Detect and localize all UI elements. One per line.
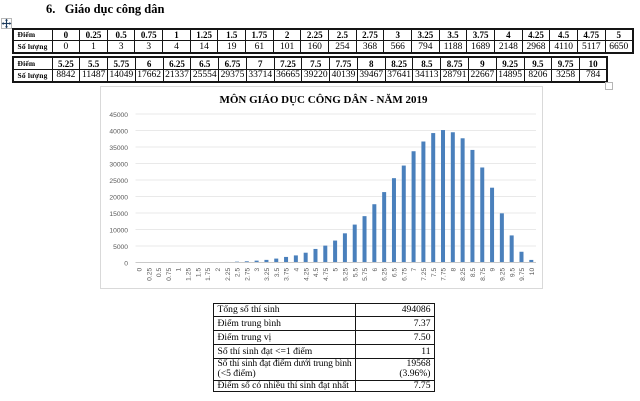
svg-text:0.5: 0.5 (156, 268, 163, 278)
svg-text:15000: 15000 (109, 211, 128, 218)
svg-text:1.75: 1.75 (205, 268, 212, 281)
svg-text:0.25: 0.25 (146, 268, 153, 281)
svg-text:4.75: 4.75 (323, 268, 330, 281)
svg-text:9.25: 9.25 (499, 268, 506, 281)
svg-text:3.75: 3.75 (284, 268, 291, 281)
svg-text:35000: 35000 (109, 145, 128, 152)
svg-text:8.75: 8.75 (480, 268, 487, 281)
svg-text:10000: 10000 (109, 228, 128, 235)
svg-text:2.5: 2.5 (235, 268, 242, 278)
svg-text:6.75: 6.75 (401, 268, 408, 281)
svg-text:9: 9 (490, 268, 497, 272)
svg-text:6.25: 6.25 (382, 268, 389, 281)
svg-text:1: 1 (176, 268, 183, 272)
svg-text:1.25: 1.25 (186, 268, 193, 281)
svg-text:8: 8 (450, 268, 457, 272)
svg-text:7.5: 7.5 (431, 268, 438, 278)
svg-text:7.25: 7.25 (421, 268, 428, 281)
svg-text:40000: 40000 (109, 129, 128, 136)
svg-text:5.5: 5.5 (352, 268, 359, 278)
svg-text:3.25: 3.25 (264, 268, 271, 281)
svg-text:3.5: 3.5 (274, 268, 281, 278)
svg-text:3: 3 (254, 268, 261, 272)
svg-text:5000: 5000 (113, 244, 128, 251)
svg-text:8.5: 8.5 (470, 268, 477, 278)
svg-text:4: 4 (293, 268, 300, 272)
svg-text:2.25: 2.25 (225, 268, 232, 281)
svg-text:2.75: 2.75 (244, 268, 251, 281)
svg-text:2: 2 (215, 268, 222, 272)
svg-text:5.75: 5.75 (362, 268, 369, 281)
svg-text:8.25: 8.25 (460, 268, 467, 281)
svg-text:0.75: 0.75 (166, 268, 173, 281)
svg-text:7: 7 (411, 268, 418, 272)
svg-text:20000: 20000 (109, 195, 128, 202)
svg-text:4.25: 4.25 (303, 268, 310, 281)
svg-text:10: 10 (529, 268, 536, 276)
svg-text:45000: 45000 (109, 112, 128, 119)
svg-text:6: 6 (372, 268, 379, 272)
svg-text:30000: 30000 (109, 162, 128, 169)
svg-text:9.5: 9.5 (509, 268, 516, 278)
svg-text:25000: 25000 (109, 178, 128, 185)
svg-text:0: 0 (124, 261, 128, 268)
svg-text:9.75: 9.75 (519, 268, 526, 281)
svg-text:0: 0 (137, 268, 144, 272)
svg-text:6.5: 6.5 (392, 268, 399, 278)
svg-text:4.5: 4.5 (313, 268, 320, 278)
svg-text:5: 5 (333, 268, 340, 272)
svg-text:5.25: 5.25 (343, 268, 350, 281)
svg-text:1.5: 1.5 (195, 268, 202, 278)
svg-text:7.75: 7.75 (441, 268, 448, 281)
svg-text:MÔN GIÁO DỤC CÔNG DÂN - NĂM 20: MÔN GIÁO DỤC CÔNG DÂN - NĂM 2019 (219, 93, 428, 106)
